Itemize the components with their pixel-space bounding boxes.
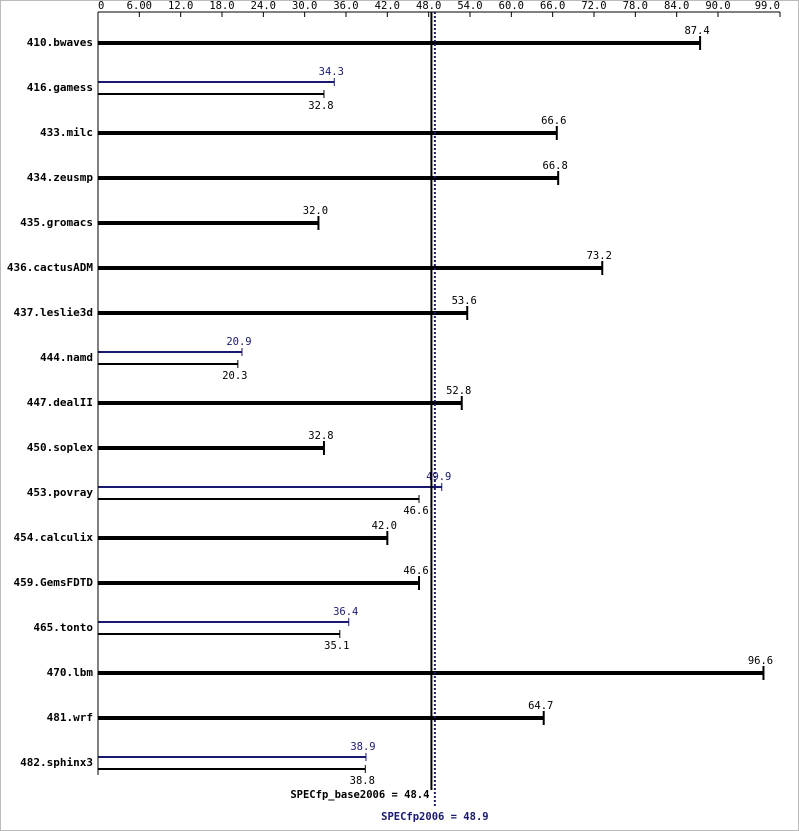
bar [98,351,242,353]
category-label: 470.lbm [47,666,94,679]
category-label: 436.cactusADM [7,261,93,274]
x-tick-label: 72.0 [581,0,606,12]
value-label: 49.9 [426,471,451,483]
bar [98,768,366,770]
x-tick-label: 36.0 [333,0,358,12]
value-label: 20.9 [226,336,251,348]
category-label: 482.sphinx3 [20,756,93,769]
bar [98,401,462,405]
x-tick-label: 99.0 [755,0,780,12]
value-label: 38.9 [350,741,375,753]
x-tick-label: 42.0 [375,0,400,12]
value-label: 64.7 [528,700,553,712]
bar [98,81,335,83]
bar [98,93,324,95]
value-label: 35.1 [324,640,349,652]
x-tick-label: 60.0 [499,0,524,12]
x-tick-label: 18.0 [209,0,234,12]
x-tick-label: 12.0 [168,0,193,12]
x-tick-label: 66.0 [540,0,565,12]
reference-label: SPECfp_base2006 = 48.4 [290,789,429,801]
bar [98,498,420,500]
value-label: 32.8 [308,100,333,112]
bar [98,41,701,45]
value-label: 66.8 [543,160,568,172]
category-label: 435.gromacs [20,216,93,229]
bar [98,446,324,450]
reference-label: SPECfp2006 = 48.9 [381,811,488,823]
bar [98,536,388,540]
value-label: 87.4 [684,25,709,37]
bar [98,176,559,180]
x-tick-label: 24.0 [251,0,276,12]
value-label: 34.3 [319,66,344,78]
value-label: 32.0 [303,205,328,217]
category-label: 444.namd [40,351,93,364]
category-label: 481.wrf [47,711,93,724]
value-label: 66.6 [541,115,566,127]
x-tick-label: 0 [98,0,104,12]
category-label: 450.soplex [27,441,94,454]
value-label: 32.8 [308,430,333,442]
value-label: 36.4 [333,606,358,618]
category-label: 465.tonto [33,621,93,634]
bar [98,621,349,623]
x-tick-label: 54.0 [457,0,482,12]
value-label: 96.6 [748,655,773,667]
category-label: 453.povray [27,486,94,499]
bar [98,311,468,315]
category-label: 447.dealII [27,396,93,409]
category-label: 433.milc [40,126,93,139]
bar [98,131,557,135]
x-tick-label: 30.0 [292,0,317,12]
bar [98,363,238,365]
x-tick-label: 84.0 [664,0,689,12]
bar [98,486,442,488]
category-label: 410.bwaves [27,36,93,49]
category-label: 437.leslie3d [14,306,93,319]
bar [98,581,420,585]
x-tick-label: 90.0 [705,0,730,12]
bar [98,266,603,270]
value-label: 73.2 [587,250,612,262]
x-tick-label: 48.0 [416,0,441,12]
value-label: 42.0 [372,520,397,532]
x-tick-label: 78.0 [623,0,648,12]
bar [98,221,319,225]
value-label: 46.6 [403,505,428,517]
value-label: 53.6 [452,295,477,307]
value-label: 46.6 [403,565,428,577]
category-label: 454.calculix [14,531,94,544]
value-label: 20.3 [222,370,247,382]
bar [98,633,340,635]
category-label: 459.GemsFDTD [14,576,94,589]
value-label: 52.8 [446,385,471,397]
value-label: 38.8 [350,775,375,787]
bar [98,756,366,758]
bar [98,716,544,720]
category-label: 416.gamess [27,81,93,94]
x-tick-label: 6.00 [127,0,152,12]
category-label: 434.zeusmp [27,171,94,184]
